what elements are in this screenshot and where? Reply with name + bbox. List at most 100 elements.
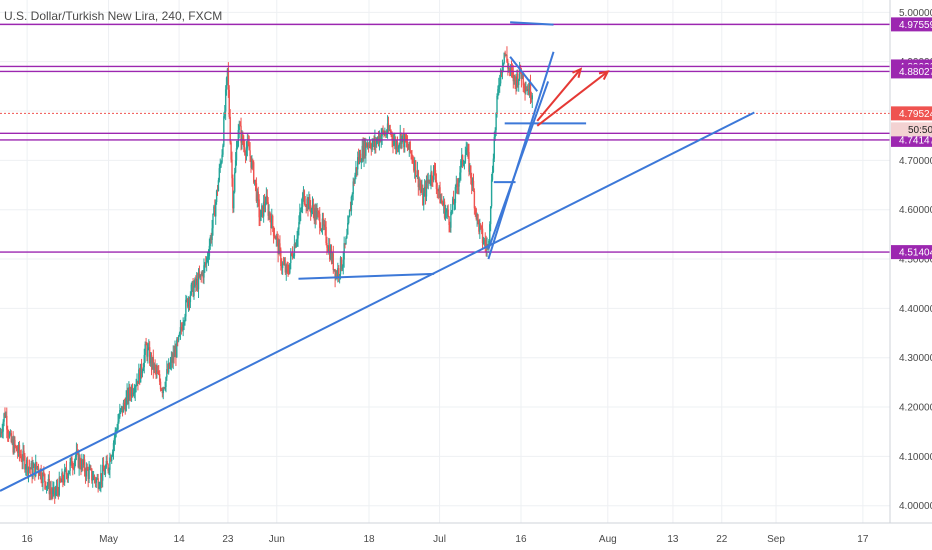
candle-body	[508, 68, 510, 70]
candle-body	[104, 467, 107, 475]
candle-body	[205, 257, 208, 264]
candle-body	[36, 466, 39, 468]
candle-body	[351, 193, 353, 197]
candle-body	[61, 473, 63, 483]
candle-body	[318, 211, 320, 215]
candle-body	[142, 367, 145, 371]
candle-body	[60, 481, 62, 483]
candle-body	[462, 163, 465, 165]
candle-body	[17, 444, 20, 453]
candle-body	[215, 201, 217, 217]
candle-body	[245, 148, 248, 156]
grid-layer	[0, 0, 890, 523]
candle-body	[243, 142, 245, 147]
candle-body	[309, 206, 312, 213]
candle-body	[120, 406, 123, 409]
candle-body	[453, 202, 456, 205]
candle-body	[79, 457, 81, 467]
candle-body	[177, 335, 180, 341]
candle-body	[124, 404, 126, 411]
candle-body	[0, 432, 3, 434]
candle-body	[358, 153, 361, 162]
candle-body	[396, 142, 399, 150]
candle-body	[433, 165, 436, 170]
candle-body	[339, 257, 342, 275]
candle-body	[298, 222, 300, 230]
candle-body	[43, 472, 45, 475]
candle-body	[101, 473, 103, 481]
candle-body	[148, 347, 150, 349]
candle-body	[81, 460, 83, 470]
candle-body	[218, 168, 221, 181]
candle-body	[271, 215, 274, 227]
candle-body	[123, 402, 126, 405]
candle-body	[66, 474, 69, 479]
candle-body	[527, 89, 529, 91]
candle-body	[86, 466, 88, 471]
candle-body	[509, 67, 512, 71]
candle-body	[228, 89, 230, 117]
x-tick-label: Jul	[433, 534, 446, 545]
candle-body	[316, 211, 318, 219]
candle-body	[325, 226, 327, 244]
candle-body	[344, 243, 346, 245]
candle-body	[186, 298, 189, 307]
candle-body	[126, 390, 128, 398]
candle-body	[125, 397, 127, 411]
candle-body	[446, 209, 448, 212]
candle-body	[350, 196, 353, 212]
candle-body	[28, 467, 31, 469]
candle-body	[202, 272, 204, 278]
candle-body	[3, 413, 5, 422]
candle-body	[402, 133, 404, 136]
candle-body	[338, 268, 340, 276]
candle-body	[31, 463, 33, 478]
candle-body	[482, 242, 485, 244]
candle-body	[12, 439, 14, 453]
candle-body	[122, 402, 125, 413]
candle-body	[498, 85, 500, 90]
candle-body	[442, 202, 444, 206]
candle-body	[62, 473, 64, 482]
candle-body	[279, 243, 281, 250]
candle-body	[280, 249, 282, 267]
candle-body	[206, 257, 209, 259]
candle-body	[0, 432, 2, 437]
candle-body	[233, 191, 235, 209]
candle-body	[308, 197, 310, 210]
candle-body	[226, 68, 229, 78]
trend-line	[0, 111, 755, 492]
candle-body	[366, 142, 368, 148]
x-tick-label: 14	[174, 534, 186, 545]
candle-body	[409, 141, 411, 152]
candle-body	[75, 450, 78, 457]
candle-body	[299, 212, 301, 223]
candle-body	[212, 213, 214, 229]
candle-body	[525, 90, 527, 92]
candle-body	[195, 278, 197, 285]
candle-body	[129, 387, 131, 394]
candle-body	[374, 138, 376, 147]
candle-body	[188, 298, 191, 303]
candle-body	[529, 82, 532, 99]
candle-body	[178, 332, 181, 336]
candle-body	[367, 144, 370, 146]
candle-body	[185, 299, 187, 317]
candle-body	[68, 470, 70, 474]
candle-body	[204, 263, 206, 266]
candle-body	[34, 463, 36, 476]
candle-body	[64, 468, 67, 470]
candle-body	[243, 146, 246, 153]
candle-body	[191, 281, 193, 285]
candle-body	[342, 259, 344, 266]
candle-body	[111, 452, 114, 456]
candle-body	[46, 485, 49, 487]
candle-body	[44, 474, 46, 482]
candle-body	[78, 457, 80, 468]
candle-body	[421, 188, 423, 192]
candle-body	[196, 279, 198, 285]
y-tick-label: 4.60000	[899, 205, 932, 216]
candle-body	[214, 206, 216, 217]
